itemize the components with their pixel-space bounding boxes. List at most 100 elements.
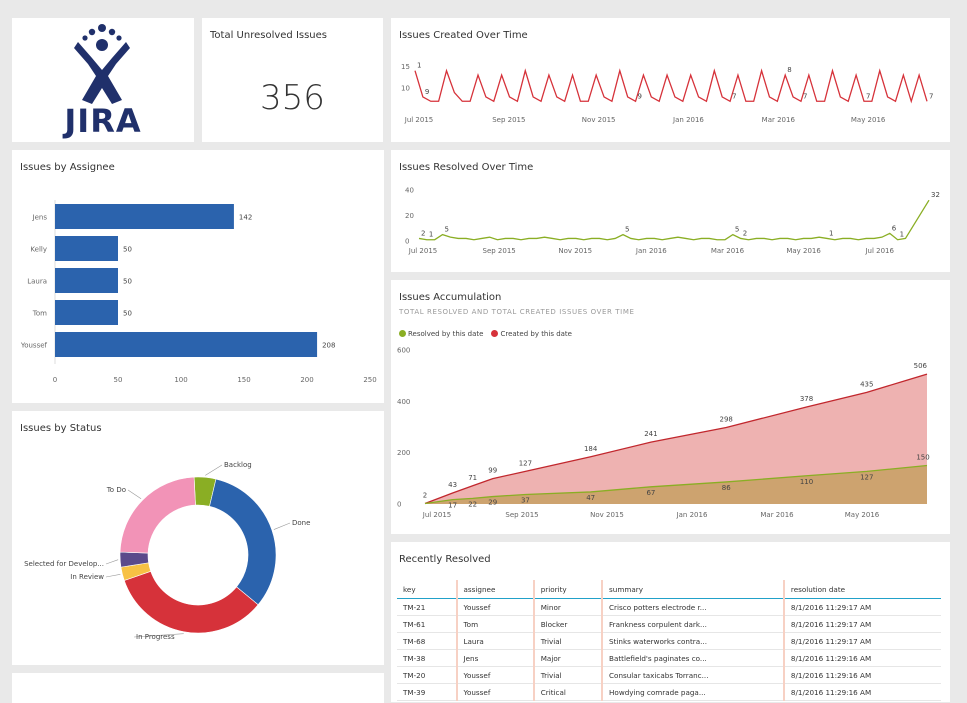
bar: [55, 236, 118, 261]
data-label: 9: [638, 92, 642, 100]
created-data-label: 184: [584, 445, 598, 453]
bar-value-label: 50: [123, 246, 132, 254]
data-label: 6: [892, 224, 897, 232]
resolved-data-label: 37: [521, 497, 530, 505]
table-cell: 8/1/2016 11:29:16 AM: [783, 683, 941, 701]
category-label: Laura: [27, 278, 47, 286]
column-header[interactable]: priority: [533, 580, 604, 599]
x-tick-label: Jul 2016: [864, 247, 894, 255]
by-assignee-tile[interactable]: Issues by Assignee 0 50 100 150 200 250 Jens 14…: [12, 150, 384, 403]
bar-value-label: 142: [239, 214, 252, 222]
slice-label: Backlog: [224, 461, 252, 469]
bar: [55, 300, 118, 325]
table-cell: Stinks waterworks contra...: [602, 632, 785, 650]
x-tick-label: Nov 2015: [582, 116, 616, 124]
y-tick-label: 400: [397, 398, 410, 406]
resolved-data-label: 86: [722, 484, 731, 492]
category-label: Kelly: [30, 246, 47, 254]
y-tick-label: 600: [397, 347, 410, 355]
legend-dot-icon: [399, 330, 406, 337]
data-label: 5: [735, 226, 739, 234]
table-row[interactable]: TM-61 Tom Blocker Frankness corpulent dark.…: [397, 615, 941, 633]
donut-slice: [119, 476, 196, 554]
legend: Resolved by this date Created by this da…: [399, 330, 572, 338]
created-over-time-tile[interactable]: Issues Created Over Time 15 10 Jul 2015 Sep…: [391, 18, 950, 142]
legend-dot-icon: [491, 330, 499, 337]
slice-label: In Review: [70, 573, 104, 581]
logo-tile: JIRA: [12, 18, 194, 142]
column-header[interactable]: resolution date: [783, 580, 941, 599]
table-cell: Minor: [533, 598, 604, 616]
tile-title: Issues Accumulation: [399, 292, 502, 303]
x-tick-label: May 2016: [851, 116, 886, 124]
resolved-data-label: 22: [468, 500, 477, 508]
table-row[interactable]: TM-21 Youssef Minor Crisco potters electrod…: [397, 598, 941, 616]
category-label: Youssef: [20, 342, 48, 350]
resolved-over-time-tile[interactable]: Issues Resolved Over Time 40 20 0 Jul 2015 S…: [391, 150, 950, 272]
data-label: 1: [429, 231, 433, 239]
resolved-data-label: 47: [586, 494, 595, 502]
status-donut-chart: Backlog Done In Progress In Review Selected …: [24, 461, 310, 641]
data-label: 1: [417, 62, 421, 70]
created-data-label: 378: [800, 395, 813, 403]
legend-item-created[interactable]: Created by this date: [491, 330, 572, 338]
created-line: [424, 373, 928, 505]
table-cell: Major: [533, 649, 604, 667]
column-header[interactable]: assignee: [456, 580, 535, 599]
x-tick-label: Jul 2015: [408, 247, 438, 255]
bar-value-label: 50: [123, 310, 132, 318]
by-status-tile[interactable]: Issues by Status Backlog Done In Progress I…: [12, 411, 384, 665]
tile-title: Total Unresolved Issues: [210, 30, 328, 41]
x-tick-label: Jan 2016: [676, 511, 708, 519]
leader-line: [273, 522, 291, 530]
data-label: 7: [732, 92, 736, 100]
unresolved-count: 356: [260, 78, 325, 118]
x-tick-label: May 2016: [786, 247, 821, 255]
bar-value-label: 208: [322, 342, 335, 350]
created-data-label: 127: [519, 459, 532, 467]
x-tick-label: Sep 2015: [505, 511, 538, 519]
table-cell: TM-20: [397, 666, 458, 684]
table-cell: TM-39: [397, 683, 458, 701]
table-cell: Battlefield's paginates co...: [602, 649, 785, 667]
column-header[interactable]: key: [397, 580, 458, 599]
tile-subtitle: TOTAL RESOLVED AND TOTAL CREATED ISSUES …: [399, 308, 635, 316]
total-unresolved-tile[interactable]: Total Unresolved Issues 356: [202, 18, 383, 142]
table-row[interactable]: TM-20 Youssef Trivial Consular taxicabs Tor…: [397, 666, 941, 684]
created-data-label: 2: [423, 491, 427, 499]
recently-resolved-table: key assignee priority summary resolution dat…: [397, 580, 941, 701]
table-row[interactable]: TM-38 Jens Major Battlefield's paginates co…: [397, 649, 941, 667]
y-tick-label: 0: [397, 501, 401, 509]
table-cell: Consular taxicabs Torranc...: [602, 666, 785, 684]
bar: [55, 204, 234, 229]
data-label: 8: [787, 66, 791, 74]
table-cell: Laura: [456, 632, 535, 650]
resolved-data-label: 67: [646, 489, 655, 497]
created-data-label: 71: [468, 474, 477, 482]
accumulation-tile[interactable]: Issues Accumulation TOTAL RESOLVED AND T…: [391, 280, 950, 534]
recently-resolved-tile[interactable]: Recently Resolved key assignee priority sum…: [391, 542, 950, 702]
x-tick-label: Mar 2016: [762, 116, 796, 124]
x-tick-label: 150: [237, 376, 250, 384]
table-row[interactable]: TM-68 Laura Trivial Stinks waterworks contr…: [397, 632, 941, 650]
table-cell: TM-68: [397, 632, 458, 650]
tile-title: Issues Resolved Over Time: [399, 162, 534, 173]
table-row[interactable]: TM-39 Youssef Critical Howdying comrade pag…: [397, 683, 941, 701]
x-tick-label: 250: [363, 376, 376, 384]
x-tick-label: Jan 2016: [672, 116, 704, 124]
data-label: 7: [803, 92, 807, 100]
legend-item-resolved[interactable]: Resolved by this date: [399, 330, 483, 338]
table-cell: Youssef: [456, 683, 535, 701]
x-tick-label: May 2016: [845, 511, 880, 519]
x-tick-label: 0: [53, 376, 57, 384]
series-line: [418, 199, 930, 241]
data-label: 2: [421, 229, 425, 237]
resolved-data-label: 29: [488, 499, 497, 507]
table-cell: 8/1/2016 11:29:16 AM: [783, 649, 941, 667]
column-header[interactable]: summary: [602, 580, 785, 599]
x-tick-label: 100: [174, 376, 187, 384]
accumulation-area-chart: 600 400 200 0 Jul 2015 Sep 2015 Nov 2015 Jan 20…: [397, 347, 930, 520]
x-tick-label: Sep 2015: [492, 116, 525, 124]
donut-slice: [123, 570, 259, 634]
